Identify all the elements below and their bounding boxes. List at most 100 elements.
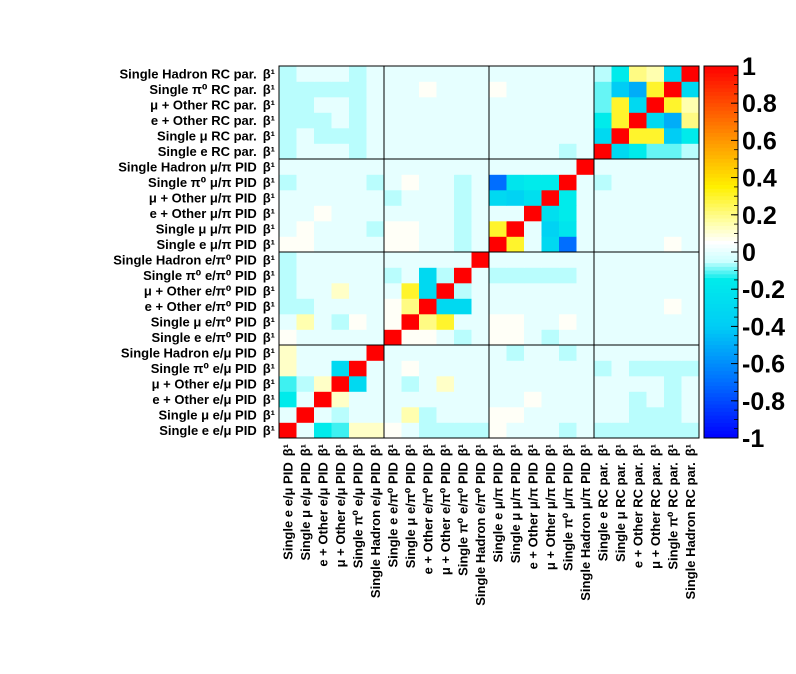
heatmap-cell: [279, 143, 297, 160]
heatmap-cell: [454, 252, 472, 268]
heatmap-cell: [279, 190, 297, 206]
y-tick-label: Single Hadron e/π⁰ PID β¹: [113, 252, 275, 267]
heatmap-cell: [436, 267, 455, 284]
color-scale-segment: [704, 411, 738, 417]
heatmap-cell: [419, 329, 437, 346]
color-scale-tick-label: -0.6: [742, 351, 785, 379]
color-scale-tick-label: 0.4: [742, 165, 777, 193]
color-scale-segment: [704, 244, 738, 249]
heatmap-cell: [611, 221, 630, 237]
color-scale-segment: [704, 385, 738, 391]
heatmap-cell: [576, 97, 595, 113]
heatmap-cell: [384, 376, 402, 392]
heatmap-cell: [296, 112, 315, 129]
heatmap-cell: [629, 205, 647, 222]
heatmap-cell: [611, 345, 630, 361]
heatmap-cell: [419, 221, 437, 237]
heatmap-cell: [594, 345, 612, 361]
heatmap-cell: [296, 174, 315, 191]
heatmap-cell: [366, 221, 385, 237]
heatmap-cell: [314, 143, 332, 160]
heatmap-cell: [524, 205, 542, 222]
x-tick-label: Single π⁰ e/π⁰ PIDβ¹: [455, 444, 470, 576]
heatmap-cell: [646, 66, 665, 82]
heatmap-cell: [681, 283, 700, 299]
heatmap-cell: [611, 159, 630, 175]
heatmap-cell: [594, 267, 612, 284]
color-scale-segment: [704, 110, 738, 115]
heatmap-cell: [629, 391, 647, 408]
y-tick-label: Single μ e/μ PID β¹: [158, 407, 275, 422]
heatmap-cell: [541, 314, 560, 330]
heatmap-cell: [646, 174, 665, 191]
heatmap-cell: [664, 159, 682, 175]
heatmap-cell: [314, 376, 332, 392]
heatmap-cell: [296, 298, 315, 315]
heatmap-cell: [506, 391, 525, 408]
heatmap-cell: [489, 422, 507, 439]
heatmap-cell: [664, 391, 682, 408]
heatmap-cell: [384, 159, 402, 175]
heatmap-cell: [576, 190, 595, 206]
heatmap-cell: [611, 66, 630, 82]
heatmap-cell: [541, 298, 560, 315]
heatmap-cell: [296, 159, 315, 175]
heatmap-cell: [681, 159, 700, 175]
color-scale-tick-label: 0: [742, 239, 756, 267]
heatmap-cell: [664, 283, 682, 299]
heatmap-cell: [419, 376, 437, 392]
heatmap-cell: [349, 205, 367, 222]
heatmap-cell: [384, 174, 402, 191]
heatmap-cell: [471, 174, 490, 191]
heatmap-cell: [419, 252, 437, 268]
heatmap-cell: [401, 112, 420, 129]
heatmap-cell: [559, 267, 577, 284]
heatmap-cell: [279, 112, 297, 129]
color-scale-segment: [704, 434, 738, 439]
color-scale-segment: [704, 315, 738, 320]
heatmap-cell: [384, 112, 402, 129]
heatmap-cell: [664, 174, 682, 191]
heatmap-cell: [419, 143, 437, 160]
heatmap-cell: [559, 407, 577, 423]
heatmap-cell: [559, 298, 577, 315]
heatmap-cell: [681, 97, 700, 113]
heatmap-cell: [559, 252, 577, 268]
color-scale-segment: [704, 415, 738, 420]
heatmap-cell: [594, 422, 612, 439]
heatmap-cell: [489, 205, 507, 222]
color-scale-segment: [704, 382, 738, 387]
heatmap-cell: [331, 174, 350, 191]
color-scale-segment: [704, 352, 738, 357]
y-tick-label: e + Other μ/π PID β¹: [150, 206, 275, 221]
color-scale-segment: [704, 397, 738, 402]
heatmap-cell: [314, 298, 332, 315]
heatmap-cell: [664, 190, 682, 206]
heatmap-cell: [524, 298, 542, 315]
color-scale-segment: [704, 423, 738, 428]
heatmap-cell: [541, 267, 560, 284]
color-scale-segment: [704, 263, 738, 268]
heatmap-cell: [489, 267, 507, 284]
heatmap-cell: [471, 391, 490, 408]
heatmap-cell: [681, 112, 700, 129]
heatmap-cell: [401, 360, 420, 377]
heatmap-cell: [541, 112, 560, 129]
heatmap-cell: [646, 407, 665, 423]
heatmap-cell: [419, 190, 437, 206]
heatmap-cell: [576, 391, 595, 408]
x-tick-label: e + Other μ/π PIDβ¹: [525, 444, 540, 569]
heatmap-cell: [279, 174, 297, 191]
heatmap-cell: [366, 422, 385, 439]
heatmap-cell: [401, 376, 420, 392]
color-scale-segment: [704, 359, 738, 364]
heatmap-cell: [559, 376, 577, 392]
heatmap-cell: [314, 391, 332, 408]
heatmap-cell: [629, 407, 647, 423]
color-scale-tick-label: -0.8: [742, 388, 785, 416]
heatmap-cell: [576, 345, 595, 361]
heatmap-cell: [646, 112, 665, 129]
heatmap-cell: [454, 236, 472, 253]
heatmap-cell: [419, 128, 437, 144]
heatmap-cell: [419, 66, 437, 82]
